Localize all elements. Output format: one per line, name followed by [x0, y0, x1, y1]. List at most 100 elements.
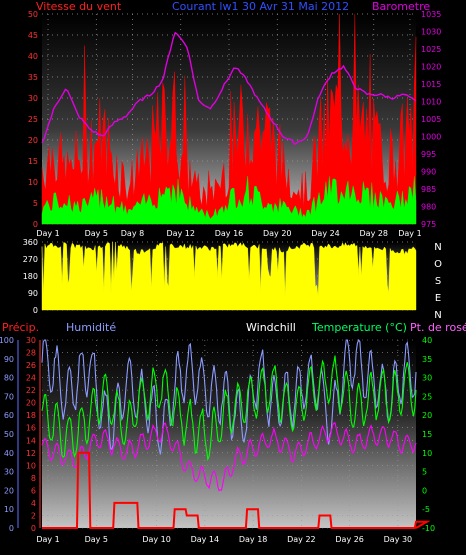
wind-marks [41, 13, 417, 225]
wind-x-tick-label: Day 28 [360, 229, 389, 238]
humidity-line [41, 338, 417, 455]
wind-y-tick-label: 30 [28, 94, 38, 103]
direction-y-tick-label: 180 [23, 272, 38, 281]
precip-y-tick-label: 24 [26, 374, 36, 383]
wind-y-tick-label: 0 [33, 220, 38, 229]
dewpoint-title: Pt. de rosée [410, 321, 466, 334]
climate-marks [41, 338, 431, 529]
temperature-y-tick-label: 35 [422, 355, 432, 364]
pressure-title: Barometre [372, 0, 430, 13]
precip-y-tick-label: 0 [31, 524, 36, 533]
climate-plot-area [42, 340, 416, 528]
wind-direction-area [41, 241, 417, 311]
climate-axes: 0102030405060708090100024681012141618202… [0, 336, 435, 544]
precip-y-tick-label: 8 [31, 474, 36, 483]
precip-line [42, 451, 431, 529]
wind-y-tick-label: 35 [28, 73, 38, 82]
temperature-y-tick-label: -5 [422, 505, 430, 514]
humidity-y-tick-label: 30 [4, 468, 14, 477]
humidity-y-tick-label: 20 [4, 486, 14, 495]
climate-x-tick-label: Day 10 [142, 535, 171, 544]
climate-x-tick-label: Day 14 [191, 535, 220, 544]
direction-y-tick-label: 90 [28, 289, 38, 298]
climate-x-tick-label: Day 1 [36, 535, 59, 544]
wind-x-tick-label: Day 1 [398, 229, 421, 238]
temperature-y-tick-label: 25 [422, 392, 432, 401]
precip-y-tick-label: 18 [26, 411, 36, 420]
temperature-y-tick-label: 10 [422, 449, 432, 458]
precip-y-tick-label: 14 [26, 436, 36, 445]
wind-y-tick-label: 45 [28, 31, 38, 40]
precip-y-tick-label: 4 [31, 499, 36, 508]
temperature-y-tick-label: 0 [422, 486, 427, 495]
precip-y-tick-label: 12 [26, 449, 36, 458]
climate-x-tick-label: Day 26 [335, 535, 364, 544]
humidity-y-tick-label: 0 [9, 524, 14, 533]
direction-y-tick-label: 360 [23, 238, 38, 247]
temperature-title: Temperature (°C) [311, 321, 407, 334]
compass-label: N [434, 310, 441, 321]
wind-speed-area [41, 13, 417, 225]
direction-y-tick-label: 0 [33, 306, 38, 315]
wind-y-tick-label: 10 [28, 178, 38, 187]
temperature-y-tick-label: -10 [422, 524, 435, 533]
wind-axes: 0510152025303540455097598098599099510001… [28, 10, 442, 238]
humidity-y-tick-label: 100 [0, 336, 14, 345]
precip-title: Précip. [2, 321, 39, 334]
wind-y-tick-label: 15 [28, 157, 38, 166]
wind-y-tick-label: 25 [28, 115, 38, 124]
precip-y-tick-label: 16 [26, 424, 36, 433]
precip-y-tick-label: 20 [26, 399, 36, 408]
humidity-y-tick-label: 80 [4, 374, 14, 383]
pressure-y-tick-label: 985 [421, 185, 436, 194]
dewpoint-line [41, 422, 417, 492]
wind-x-tick-label: Day 20 [263, 229, 292, 238]
humidity-y-tick-label: 50 [4, 430, 14, 439]
wind-x-tick-label: Day 5 [85, 229, 108, 238]
pressure-y-tick-label: 1005 [421, 115, 441, 124]
pressure-y-tick-label: 1025 [421, 45, 441, 54]
wind-x-tick-label: Day 24 [311, 229, 340, 238]
temperature-y-tick-label: 40 [422, 336, 432, 345]
pressure-y-tick-label: 1030 [421, 28, 441, 37]
compass-label: E [435, 293, 441, 304]
wind-x-tick-label: Day 8 [121, 229, 144, 238]
climate-x-tick-label: Day 22 [287, 535, 316, 544]
climate-x-tick-label: Day 5 [85, 535, 108, 544]
windchill-title: Windchill [246, 321, 296, 334]
temperature-y-tick-label: 15 [422, 430, 432, 439]
wind-y-tick-label: 5 [33, 199, 38, 208]
pressure-y-tick-label: 1015 [421, 80, 441, 89]
wind-y-tick-label: 40 [28, 52, 38, 61]
precip-y-tick-label: 6 [31, 486, 36, 495]
wind-title: Vitesse du vent [36, 0, 122, 13]
temperature-y-tick-label: 20 [422, 411, 432, 420]
precip-y-tick-label: 26 [26, 361, 36, 370]
wind-x-tick-label: Day 16 [215, 229, 244, 238]
humidity-y-tick-label: 60 [4, 411, 14, 420]
precip-y-tick-label: 10 [26, 461, 36, 470]
wind-gust-area [41, 176, 417, 225]
pressure-y-tick-label: 1000 [421, 133, 441, 142]
humidity-y-tick-label: 70 [4, 392, 14, 401]
pressure-y-tick-label: 1010 [421, 98, 441, 107]
pressure-y-tick-label: 1035 [421, 10, 441, 19]
pressure-y-tick-label: 975 [421, 220, 436, 229]
compass-label: S [435, 276, 441, 287]
climate-x-tick-label: Day 18 [239, 535, 268, 544]
temperature-line [41, 355, 417, 462]
humidity-y-tick-label: 10 [4, 505, 14, 514]
temperature-y-tick-label: 30 [422, 374, 432, 383]
pressure-y-tick-label: 1020 [421, 63, 441, 72]
compass-label: O [434, 259, 442, 270]
wind-y-tick-label: 50 [28, 10, 38, 19]
wind-y-tick-label: 20 [28, 136, 38, 145]
direction-y-tick-label: 270 [23, 255, 38, 264]
wind-x-tick-label: Day 1 [36, 229, 59, 238]
compass-label: N [434, 242, 441, 253]
precip-y-tick-label: 2 [31, 511, 36, 520]
pressure-y-tick-label: 990 [421, 168, 436, 177]
